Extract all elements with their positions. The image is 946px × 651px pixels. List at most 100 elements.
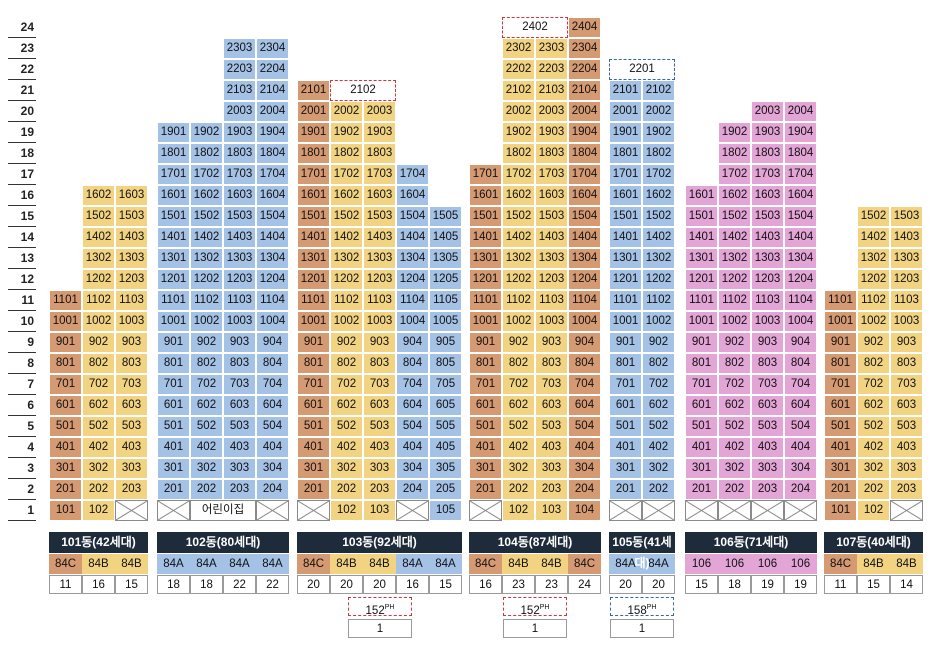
floor-label: 18 [20,146,34,160]
unit-cell: 1703 [751,164,784,185]
unit-cell: 1003 [363,311,396,332]
unit-cell: 1704 [784,164,817,185]
unit-cell: 2303 [535,38,568,59]
unit-cell: 602 [857,395,890,416]
unit-cell: 803 [363,353,396,374]
unit-cell: 1804 [256,143,289,164]
unit-cell: 303 [751,458,784,479]
unit-cell: 703 [363,374,396,395]
unit-cell: 201 [685,479,718,500]
unit-cell: 1602 [330,185,363,206]
unit-cell: 1304 [568,248,601,269]
unit-type-cell: 84A [157,554,190,574]
unit-cell: 702 [642,374,675,395]
unit-cell: 203 [363,479,396,500]
unit-cell: 2304 [568,38,601,59]
unit-count-cell: 18 [157,575,190,594]
building-header: 106동(71세대) [685,532,817,553]
unit-cell: 1101 [609,290,642,311]
unit-cell: 701 [824,374,857,395]
unit-cell: 1305 [429,248,462,269]
unit-cell: 303 [223,458,256,479]
unit-cell: 1604 [256,185,289,206]
unit-cell: 1404 [784,227,817,248]
unit-cell: 301 [49,458,82,479]
unit-type-cell: 106 [751,554,784,574]
unit-type-cell: 106 [718,554,751,574]
floor-label: 19 [20,125,34,139]
unit-cell: 404 [256,437,289,458]
unit-cell: 903 [115,332,148,353]
unit-cell: 1501 [469,206,502,227]
empty-unit-cell [718,500,751,521]
unit-cell: 901 [49,332,82,353]
unit-cell: 203 [223,479,256,500]
unit-cell: 201 [297,479,330,500]
unit-cell: 1804 [784,143,817,164]
unit-count-cell: 23 [502,575,535,594]
floor-label: 22 [20,62,34,76]
unit-type-cell: 106 [685,554,718,574]
unit-cell: 2102 [642,80,675,101]
floor-gridline [8,37,36,38]
empty-unit-cell [642,500,675,521]
unit-cell: 1001 [297,311,330,332]
unit-count-cell: 15 [685,575,718,594]
unit-cell: 1402 [718,227,751,248]
floor-label: 6 [27,398,34,412]
unit-cell: 1401 [157,227,190,248]
unit-type-cell: 84B [363,554,396,574]
unit-cell: 803 [751,353,784,374]
unit-cell: 502 [190,416,223,437]
unit-cell: 304 [256,458,289,479]
unit-cell: 902 [642,332,675,353]
unit-cell: 1102 [82,290,115,311]
daycare-label: 어린이집 [190,500,256,521]
unit-cell: 802 [190,353,223,374]
unit-cell: 1403 [890,227,923,248]
unit-cell: 1102 [857,290,890,311]
unit-cell: 901 [685,332,718,353]
unit-cell: 1501 [157,206,190,227]
unit-cell: 1904 [256,122,289,143]
unit-cell: 401 [157,437,190,458]
unit-cell: 1103 [751,290,784,311]
penthouse-unit-cell: 2102 [330,80,396,101]
unit-cell: 1103 [363,290,396,311]
unit-cell: 102 [82,500,115,521]
unit-cell: 702 [502,374,535,395]
unit-cell: 202 [190,479,223,500]
unit-cell: 1601 [609,185,642,206]
unit-cell: 601 [824,395,857,416]
unit-cell: 805 [429,353,462,374]
unit-cell: 902 [857,332,890,353]
building-header: 107동(40세대) [824,532,923,553]
unit-cell: 1603 [115,185,148,206]
unit-cell: 1001 [824,311,857,332]
unit-cell: 1003 [890,311,923,332]
unit-cell: 1505 [429,206,462,227]
unit-cell: 1201 [469,269,502,290]
floor-gridline [8,142,36,143]
unit-cell: 1604 [784,185,817,206]
unit-cell: 1404 [568,227,601,248]
floor-label: 16 [20,188,34,202]
unit-cell: 1001 [49,311,82,332]
unit-cell: 1702 [330,164,363,185]
unit-cell: 1503 [115,206,148,227]
unit-cell: 1403 [535,227,568,248]
unit-cell: 1102 [718,290,751,311]
unit-cell: 1803 [751,143,784,164]
floor-gridline [8,268,36,269]
unit-cell: 1203 [535,269,568,290]
unit-cell: 605 [429,395,462,416]
unit-cell: 602 [718,395,751,416]
unit-cell: 504 [396,416,429,437]
unit-cell: 205 [429,479,462,500]
unit-cell: 202 [330,479,363,500]
unit-cell: 401 [685,437,718,458]
unit-cell: 202 [82,479,115,500]
unit-cell: 1402 [190,227,223,248]
unit-cell: 2303 [223,38,256,59]
unit-cell: 902 [502,332,535,353]
